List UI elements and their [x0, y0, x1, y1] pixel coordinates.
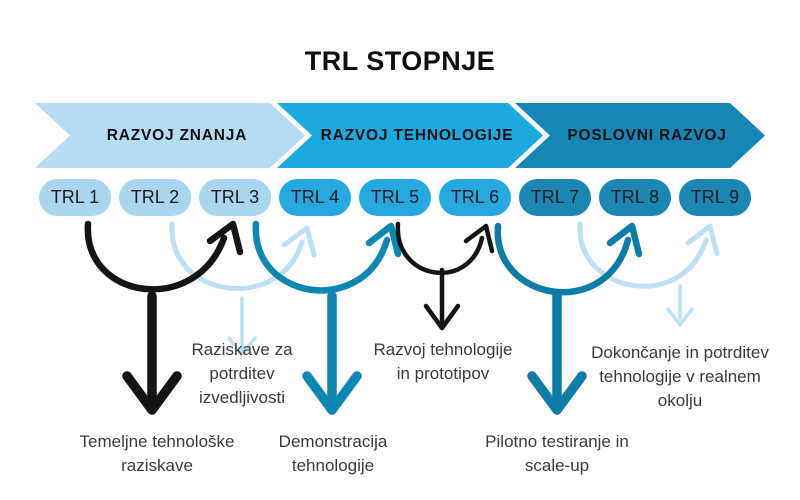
- phase-label: RAZVOJ ZNANJA: [106, 126, 248, 144]
- phase-banner-knowledge: RAZVOJ ZNANJA: [35, 103, 305, 168]
- trl-pill-1: TRL 1: [39, 179, 111, 216]
- trl-pill-9: TRL 9: [679, 179, 751, 216]
- down-arrowhead-icon: [423, 303, 461, 331]
- phase-banner-technology: RAZVOJ TEHNOLOGIJE: [277, 103, 543, 168]
- curved-arrow: [84, 220, 228, 293]
- curved-arrow: [252, 220, 391, 294]
- down-arrowhead-icon: [122, 371, 182, 415]
- arrow-trl1-to-trl3: [84, 220, 244, 415]
- trl-pill-5: TRL 5: [359, 179, 431, 216]
- down-arrowhead-icon: [666, 307, 694, 327]
- trl-pill-2: TRL 2: [119, 179, 191, 216]
- trl-pill-6: TRL 6: [439, 179, 511, 216]
- annotation-label-raziskave-izvedljivost: Raziskave za potrditev izvedljivosti: [191, 340, 293, 407]
- down-arrowhead-icon: [527, 371, 587, 415]
- phase-banner-business: POSLOVNI RAZVOJ: [515, 103, 765, 168]
- arrow-trl7-to-trl9: [577, 221, 720, 327]
- phase-label: RAZVOJ TEHNOLOGIJE: [320, 126, 514, 144]
- arrow-trl6-to-trl8: [494, 222, 643, 415]
- curved-arrow: [494, 222, 632, 296]
- arrow-trl5-to-trl6: [395, 221, 495, 331]
- trl-pill-4: TRL 4: [279, 179, 351, 216]
- phase-label: POSLOVNI RAZVOJ: [567, 126, 727, 144]
- curved-arrowhead-icon: [463, 223, 495, 254]
- arrow-trl3-to-trl5: [252, 220, 402, 415]
- down-arrowhead-icon: [302, 371, 362, 415]
- trl-pill-3: TRL 3: [199, 179, 271, 216]
- curved-arrowhead-icon: [281, 225, 317, 258]
- annotation-label-demonstracija: Demonstracija tehnologije: [278, 432, 388, 475]
- page-title: TRL STOPNJE: [304, 46, 496, 76]
- annotation-label-razvoj-prototipov: Razvoj tehnologije in prototipov: [373, 340, 513, 383]
- curved-arrowhead-icon: [606, 222, 643, 258]
- annotation-label-pilotno-testiranje: Pilotno testiranje in scale-up: [485, 432, 629, 475]
- annotation-label-temeljne-raziskave: Temeljne tehnološke raziskave: [79, 432, 235, 475]
- curved-arrow: [577, 221, 709, 289]
- curved-arrow: [169, 221, 305, 291]
- curved-arrowhead-icon: [365, 222, 402, 258]
- annotation-label-dokoncanje-potrditev: Dokončanje in potrditev tehnologije v re…: [591, 343, 769, 410]
- trl-pill-8: TRL 8: [599, 179, 671, 216]
- arrow-trl2-to-trl4: [169, 221, 317, 357]
- down-arrowhead-icon: [227, 336, 257, 357]
- trl-pill-7: TRL 7: [519, 179, 591, 216]
- curved-arrowhead-icon: [206, 220, 244, 256]
- curved-arrowhead-icon: [685, 223, 720, 257]
- curved-arrow: [395, 221, 485, 276]
